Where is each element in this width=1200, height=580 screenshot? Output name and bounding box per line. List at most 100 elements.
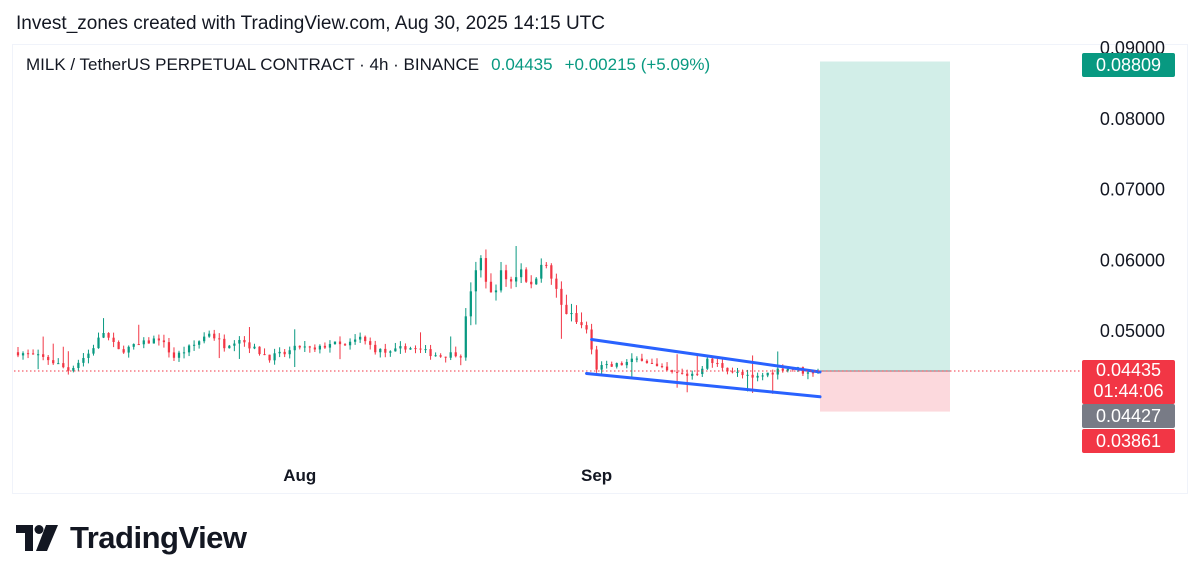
candle-body (404, 346, 407, 350)
candle-body (333, 341, 337, 345)
candle-body (198, 341, 201, 345)
candle-body (605, 364, 608, 366)
candle-body (535, 278, 538, 285)
candle (177, 350, 181, 362)
candle (681, 368, 684, 375)
candle (248, 327, 251, 354)
candle-body (786, 368, 789, 371)
candle-body (328, 344, 332, 348)
candle (731, 367, 734, 374)
candle (167, 337, 171, 358)
candle (258, 346, 261, 356)
candle (283, 349, 286, 358)
candle-body (26, 353, 30, 355)
candle-body (439, 355, 442, 357)
candle-body (585, 325, 588, 330)
candle (419, 332, 422, 354)
candle (570, 303, 573, 322)
target-price-tag: 0.08809 (1082, 53, 1175, 77)
position-zones (820, 61, 950, 412)
candle-body (187, 345, 191, 353)
candle-body (741, 371, 744, 376)
candle-body (263, 354, 266, 356)
chart-frame[interactable] (12, 44, 1188, 494)
candle-body (484, 258, 488, 282)
candle-body (806, 372, 810, 374)
candle (308, 345, 311, 353)
candle (203, 332, 206, 344)
candle (469, 282, 472, 326)
tradingview-logo[interactable]: TradingView (16, 520, 247, 556)
candle (449, 336, 452, 361)
candle (560, 281, 563, 339)
candle-body (776, 368, 779, 375)
candle-body (514, 277, 518, 282)
candle-body (142, 340, 145, 345)
candle (263, 348, 266, 356)
candle (77, 359, 80, 372)
candle-body (97, 337, 100, 349)
candle (600, 361, 603, 376)
candle (338, 336, 342, 360)
candle (172, 347, 176, 361)
candle (509, 276, 513, 289)
candle-body (238, 339, 241, 344)
candle (21, 351, 25, 360)
candle-body (31, 353, 35, 355)
candle (575, 305, 578, 325)
candle (323, 342, 327, 349)
candle-body (47, 356, 50, 361)
candle (16, 346, 20, 358)
candle-body (233, 343, 236, 346)
candle (434, 352, 437, 357)
candle (82, 353, 85, 367)
candle-body (731, 371, 734, 373)
candle-body (137, 344, 140, 346)
candle-body (323, 345, 327, 348)
candle (766, 372, 769, 378)
candle-body (318, 345, 322, 350)
candle (691, 370, 694, 380)
candle-body (364, 336, 367, 342)
candle-body (736, 371, 739, 373)
candle-body (721, 363, 724, 368)
candle-body (208, 333, 211, 337)
candle (182, 346, 186, 359)
candle-body (615, 363, 618, 367)
candle-body (610, 364, 613, 367)
time-axis: Aug Sep (283, 466, 612, 485)
candle (364, 335, 367, 345)
candle-body (489, 281, 493, 293)
symbol-legend[interactable]: MILK / TetherUS PERPETUAL CONTRACT · 4h … (26, 55, 710, 75)
candle-body (520, 269, 523, 278)
candle-body (298, 345, 301, 348)
candle (615, 362, 618, 369)
candle (253, 343, 256, 350)
candle-body (550, 265, 553, 279)
candle-body (766, 372, 769, 376)
candle-body (474, 270, 477, 292)
candle-body (665, 366, 669, 371)
candle-body (243, 339, 246, 343)
candle (756, 372, 759, 382)
candle-body (595, 349, 598, 370)
candle-body (575, 313, 578, 323)
wedge-upper-line (590, 337, 822, 374)
candle (716, 357, 719, 367)
candle (404, 343, 407, 353)
candle (444, 356, 447, 363)
candle-body (640, 358, 644, 361)
symbol-name[interactable]: MILK / TetherUS PERPETUAL CONTRACT · 4h … (26, 55, 480, 74)
candle-body (167, 342, 171, 353)
last-price-tag: 0.04435 01:44:06 (1082, 360, 1175, 404)
candle-body (555, 278, 558, 289)
candle (278, 347, 281, 358)
candle-body (223, 338, 226, 349)
stop-price-tag: 0.03861 (1082, 429, 1175, 453)
candle-body (565, 304, 568, 315)
candle (746, 369, 749, 392)
candle-body (625, 361, 628, 366)
candle (585, 321, 588, 334)
